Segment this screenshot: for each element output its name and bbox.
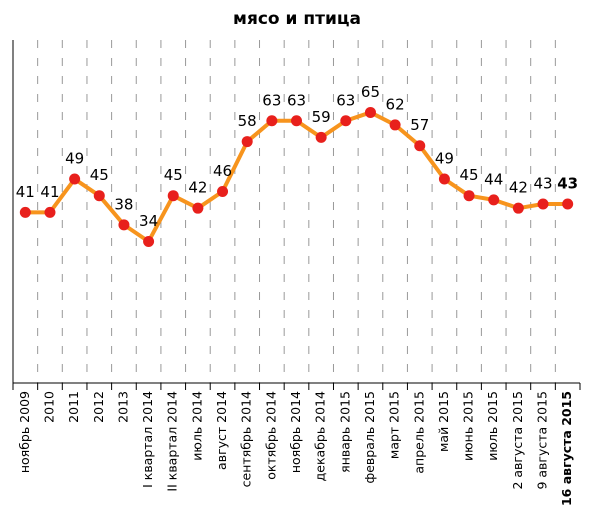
data-label: 45 [90,166,109,184]
x-tick-label: 16 августа 2015 [559,391,574,506]
x-tick-label: 2 августа 2015 [510,391,525,490]
marker [364,106,376,118]
data-label: 63 [262,91,281,109]
marker [167,190,179,202]
marker [143,235,155,247]
data-label: 62 [386,95,405,113]
x-tick-label: январь 2015 [337,391,352,473]
marker [512,202,524,214]
marker [389,119,401,131]
data-label: 34 [139,212,158,230]
data-label: 63 [336,91,355,109]
marker [69,173,81,185]
data-label: 63 [287,91,306,109]
marker [438,173,450,185]
x-tick-label: ноябрь 2014 [288,391,303,473]
data-label: 42 [509,179,528,197]
data-label: 42 [188,179,207,197]
x-tick-label: I квартал 2014 [140,391,155,488]
x-tick-label: апрель 2015 [411,391,426,474]
marker [562,198,574,210]
marker [118,219,130,231]
x-tick-label: 2013 [115,391,130,423]
data-label: 59 [312,108,331,126]
data-label: 44 [484,170,503,188]
data-label: 41 [40,183,59,201]
data-label: 58 [238,112,257,130]
marker [241,136,253,148]
x-tick-label: август 2014 [214,391,229,470]
marker [414,140,426,152]
x-tick-label: II квартал 2014 [165,391,180,492]
x-tick-label: 9 августа 2015 [535,391,550,490]
marker [266,115,278,127]
marker [340,115,352,127]
x-tick-label: февраль 2015 [362,391,377,483]
data-label: 45 [460,166,479,184]
data-label: 38 [114,195,133,213]
data-label: 49 [65,150,84,168]
data-label: 41 [16,183,35,201]
data-label: 43 [557,175,578,193]
x-tick-label: декабрь 2014 [313,391,328,481]
data-label: 49 [435,150,454,168]
data-label: 43 [533,175,552,193]
x-tick-label: 2011 [66,391,81,423]
x-tick-label: июль 2014 [189,391,204,461]
marker [192,202,204,214]
chart-title: мясо и птица [233,9,361,29]
data-label: 65 [361,83,380,101]
marker [217,186,229,198]
x-tick-label: май 2015 [436,391,451,452]
marker [537,198,549,210]
data-label: 57 [410,116,429,134]
marker [315,131,327,143]
x-tick-label: июль 2015 [485,391,500,461]
marker [488,194,500,206]
x-tick-label: март 2015 [387,391,402,459]
x-tick-label: сентябрь 2014 [239,391,254,487]
marker [463,190,475,202]
x-tick-label: октябрь 2014 [263,391,278,480]
x-tick-label: ноябрь 2009 [17,391,32,473]
marker [93,190,105,202]
x-tick-label: 2012 [91,391,106,423]
data-label: 45 [164,166,183,184]
data-label: 46 [213,162,232,180]
marker [19,206,31,218]
marker [44,206,56,218]
marker [291,115,302,127]
x-tick-label: июнь 2015 [461,391,476,461]
x-tick-label: 2010 [41,391,56,423]
